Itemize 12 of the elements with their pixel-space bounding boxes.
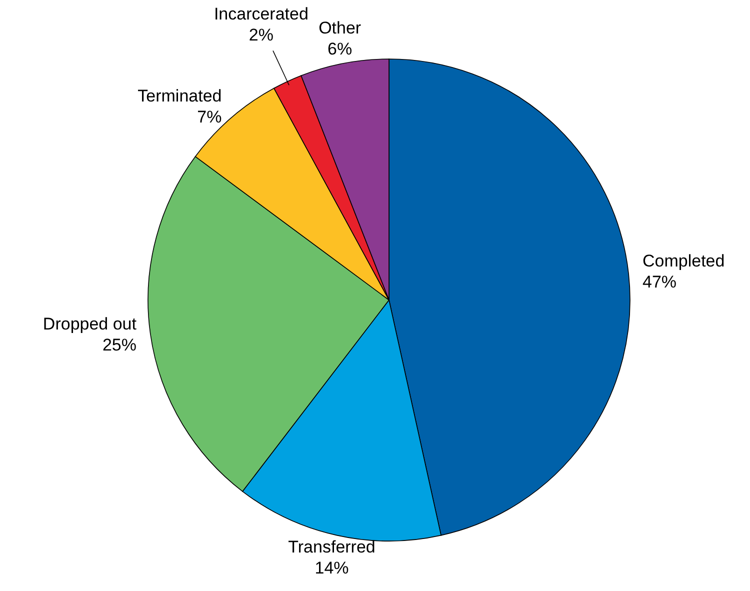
slice-label: Other [318,19,362,38]
data-label: 2% [248,26,274,45]
data-label: 25% [102,336,136,356]
slice-label: Incarcerated [214,4,308,24]
data-label: 6% [328,40,352,60]
data-label: 7% [197,108,222,128]
data-label: 14% [314,559,349,578]
slice-label: Dropped out [42,315,137,334]
slice-label: Transferred [288,538,376,558]
slice-label: Terminated [138,87,222,106]
slice-label: Completed [642,252,725,271]
data-label: 47% [642,272,677,292]
